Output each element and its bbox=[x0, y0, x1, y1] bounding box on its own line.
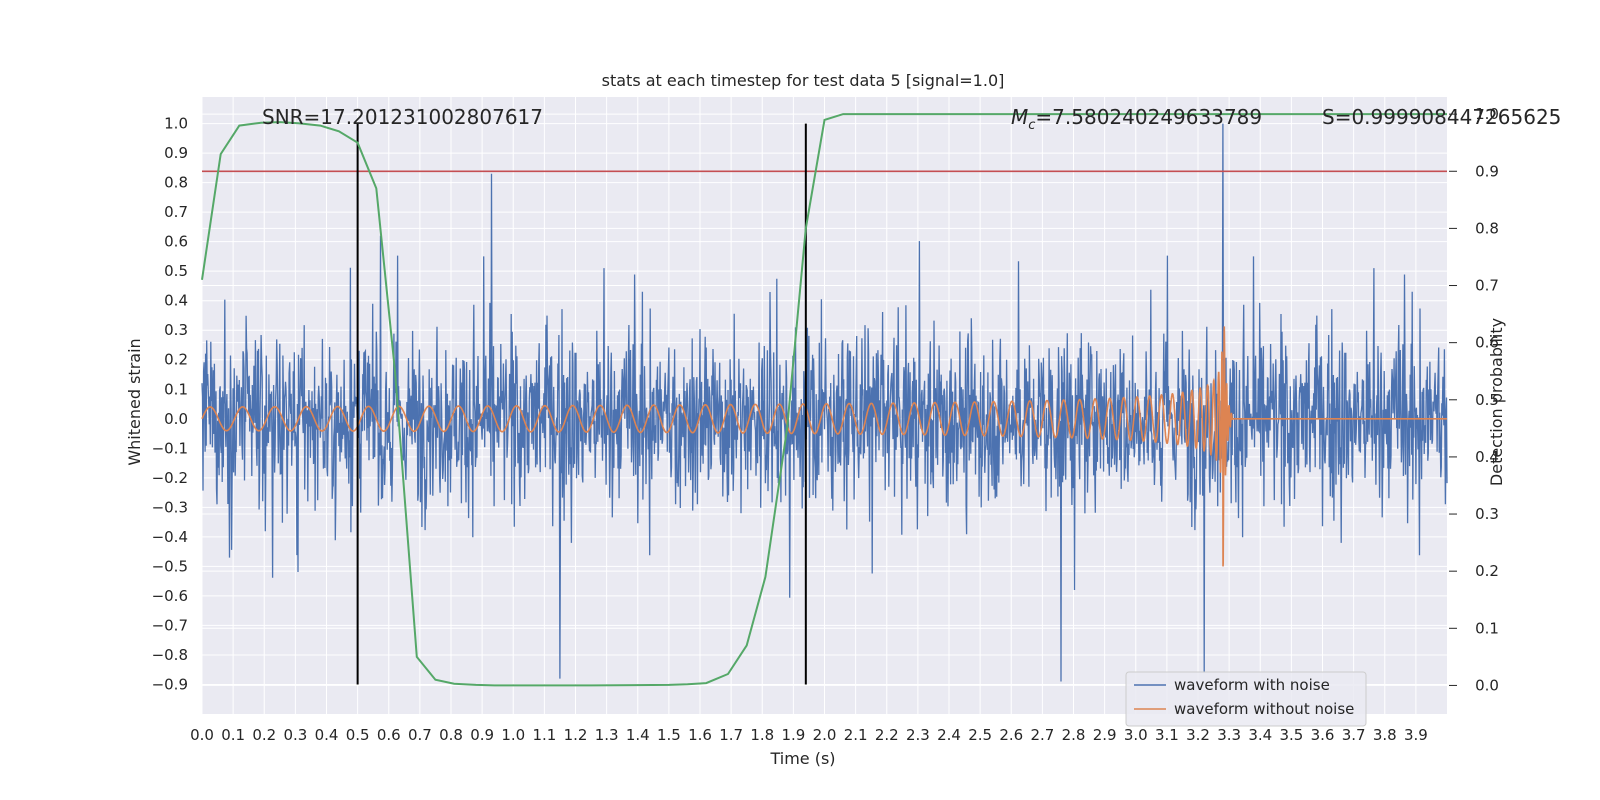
y-tick-label: −0.5 bbox=[152, 557, 188, 575]
y2-tick-label: 0.8 bbox=[1475, 219, 1499, 237]
x-tick-label: 1.2 bbox=[564, 726, 588, 744]
legend-label-clean: waveform without noise bbox=[1174, 700, 1354, 718]
x-tick-label: 1.4 bbox=[626, 726, 650, 744]
y-tick-label: −0.1 bbox=[152, 439, 188, 457]
y-tick-label: −0.3 bbox=[152, 498, 188, 516]
x-tick-label: 2.2 bbox=[875, 726, 899, 744]
chart-title: stats at each timestep for test data 5 [… bbox=[602, 71, 1005, 90]
x-tick-label: 0.0 bbox=[190, 726, 214, 744]
x-tick-label: 0.2 bbox=[252, 726, 276, 744]
x-tick-label: 2.3 bbox=[906, 726, 930, 744]
chirp-mass-value: =7.580240249633789 bbox=[1035, 105, 1262, 129]
x-tick-label: 1.3 bbox=[595, 726, 619, 744]
y2-axis-label: Detection probability bbox=[1487, 318, 1506, 486]
y-axis-label: Whitened strain bbox=[125, 338, 144, 465]
series-waveform-with-noise bbox=[201, 123, 1448, 682]
legend-label-noise: waveform with noise bbox=[1174, 676, 1330, 694]
noise-waveform-line bbox=[201, 123, 1448, 682]
x-tick-label: 3.5 bbox=[1279, 726, 1303, 744]
y-tick-label: 0.9 bbox=[164, 144, 188, 162]
significance-annotation: S=0.999908447265625 bbox=[1322, 105, 1561, 129]
x-tick-label: 1.7 bbox=[719, 726, 743, 744]
x-tick-label: 2.6 bbox=[999, 726, 1023, 744]
y2-tick-label: 0.1 bbox=[1475, 619, 1499, 637]
x-tick-label: 1.0 bbox=[501, 726, 525, 744]
y-tick-label: 0.2 bbox=[164, 351, 188, 369]
x-tick-label: 3.4 bbox=[1248, 726, 1272, 744]
x-tick-label: 3.1 bbox=[1155, 726, 1179, 744]
x-axis-label: Time (s) bbox=[769, 749, 835, 768]
y2-tick-label: 0.5 bbox=[1475, 391, 1499, 409]
y-tick-label: −0.4 bbox=[152, 528, 188, 546]
x-tick-label: 0.4 bbox=[315, 726, 339, 744]
x-tick-label: 2.9 bbox=[1093, 726, 1117, 744]
x-tick-label: 1.5 bbox=[657, 726, 681, 744]
snr-annotation: SNR=17.201231002807617 bbox=[262, 105, 543, 129]
x-tick-label: 3.3 bbox=[1217, 726, 1241, 744]
y-tick-label: −0.2 bbox=[152, 469, 188, 487]
y2-tick-label: 0.0 bbox=[1475, 676, 1499, 694]
y2-tick-labels: 1.0 0.9 0.8 0.7 0.6 0.5 0.4 0.3 0.2 0.1 0.0 bbox=[1449, 105, 1499, 694]
y-tick-label: 1.0 bbox=[164, 115, 188, 133]
y-tick-label: 0.7 bbox=[164, 203, 188, 221]
clean-waveform-line bbox=[201, 326, 1447, 567]
x-tick-label: 3.2 bbox=[1186, 726, 1210, 744]
y2-tick-label: 0.4 bbox=[1475, 448, 1499, 466]
y-tick-label: 0.1 bbox=[164, 380, 188, 398]
x-tick-label: 0.1 bbox=[221, 726, 245, 744]
x-tick-label: 1.9 bbox=[781, 726, 805, 744]
chirp-mass-symbol: M bbox=[1011, 105, 1028, 129]
y-tick-label: −0.9 bbox=[152, 675, 188, 693]
x-tick-label: 2.0 bbox=[813, 726, 837, 744]
y2-tick-label: 0.2 bbox=[1475, 562, 1499, 580]
y-tick-label: −0.8 bbox=[152, 646, 188, 664]
chirp-mass-annotation: Mc=7.580240249633789 bbox=[1011, 105, 1262, 133]
y-tick-label: 0.5 bbox=[164, 262, 188, 280]
y-tick-label: 0.8 bbox=[164, 174, 188, 192]
series-detection-probability bbox=[201, 113, 1447, 687]
series-waveform-without-noise bbox=[201, 326, 1447, 567]
chirp-mass-subscript: c bbox=[1028, 118, 1035, 133]
y2-tick-label: 0.7 bbox=[1475, 277, 1499, 295]
x-tick-label: 0.9 bbox=[470, 726, 494, 744]
y-tick-label: 0.4 bbox=[164, 292, 188, 310]
x-tick-label: 2.4 bbox=[937, 726, 961, 744]
x-tick-label: 0.3 bbox=[283, 726, 307, 744]
y-tick-label: 0.0 bbox=[164, 410, 188, 428]
x-tick-label: 3.0 bbox=[1124, 726, 1148, 744]
x-tick-label: 0.6 bbox=[377, 726, 401, 744]
x-tick-label: 2.1 bbox=[844, 726, 868, 744]
x-tick-labels: 0.0 0.1 0.2 0.3 0.4 0.5 0.6 0.7 0.8 0.9 1.0 1.1 1.2 1… bbox=[190, 726, 1428, 744]
y2-tick-label: 0.6 bbox=[1475, 334, 1499, 352]
x-tick-label: 3.7 bbox=[1342, 726, 1366, 744]
x-tick-label: 3.6 bbox=[1311, 726, 1335, 744]
x-tick-label: 1.1 bbox=[532, 726, 556, 744]
x-tick-label: 0.5 bbox=[346, 726, 370, 744]
y-tick-label: 0.6 bbox=[164, 233, 188, 251]
y2-tick-label: 0.9 bbox=[1475, 162, 1499, 180]
y-tick-label: −0.6 bbox=[152, 587, 188, 605]
y-tick-labels: 1.0 0.9 0.8 0.7 0.6 0.5 0.4 0.3 0.2 0.1 0.0 −0.1 −0.… bbox=[152, 115, 188, 694]
legend-box bbox=[1125, 671, 1367, 727]
x-tick-label: 0.7 bbox=[408, 726, 432, 744]
x-tick-label: 2.8 bbox=[1062, 726, 1086, 744]
x-tick-label: 1.6 bbox=[688, 726, 712, 744]
x-tick-label: 3.8 bbox=[1373, 726, 1397, 744]
gridlines bbox=[201, 97, 1447, 714]
x-tick-label: 0.8 bbox=[439, 726, 463, 744]
y2-tick-label: 0.3 bbox=[1475, 505, 1499, 523]
legend: waveform with noise waveform without noi… bbox=[1125, 671, 1367, 727]
x-tick-label: 2.5 bbox=[968, 726, 992, 744]
y-tick-label: 0.3 bbox=[164, 321, 188, 339]
y2-tick-label: 1.0 bbox=[1475, 105, 1499, 123]
x-tick-label: 2.7 bbox=[1030, 726, 1054, 744]
y-tick-label: −0.7 bbox=[152, 616, 188, 634]
vertical-markers bbox=[356, 123, 807, 685]
x-tick-label: 3.9 bbox=[1404, 726, 1428, 744]
x-tick-label: 1.8 bbox=[750, 726, 774, 744]
